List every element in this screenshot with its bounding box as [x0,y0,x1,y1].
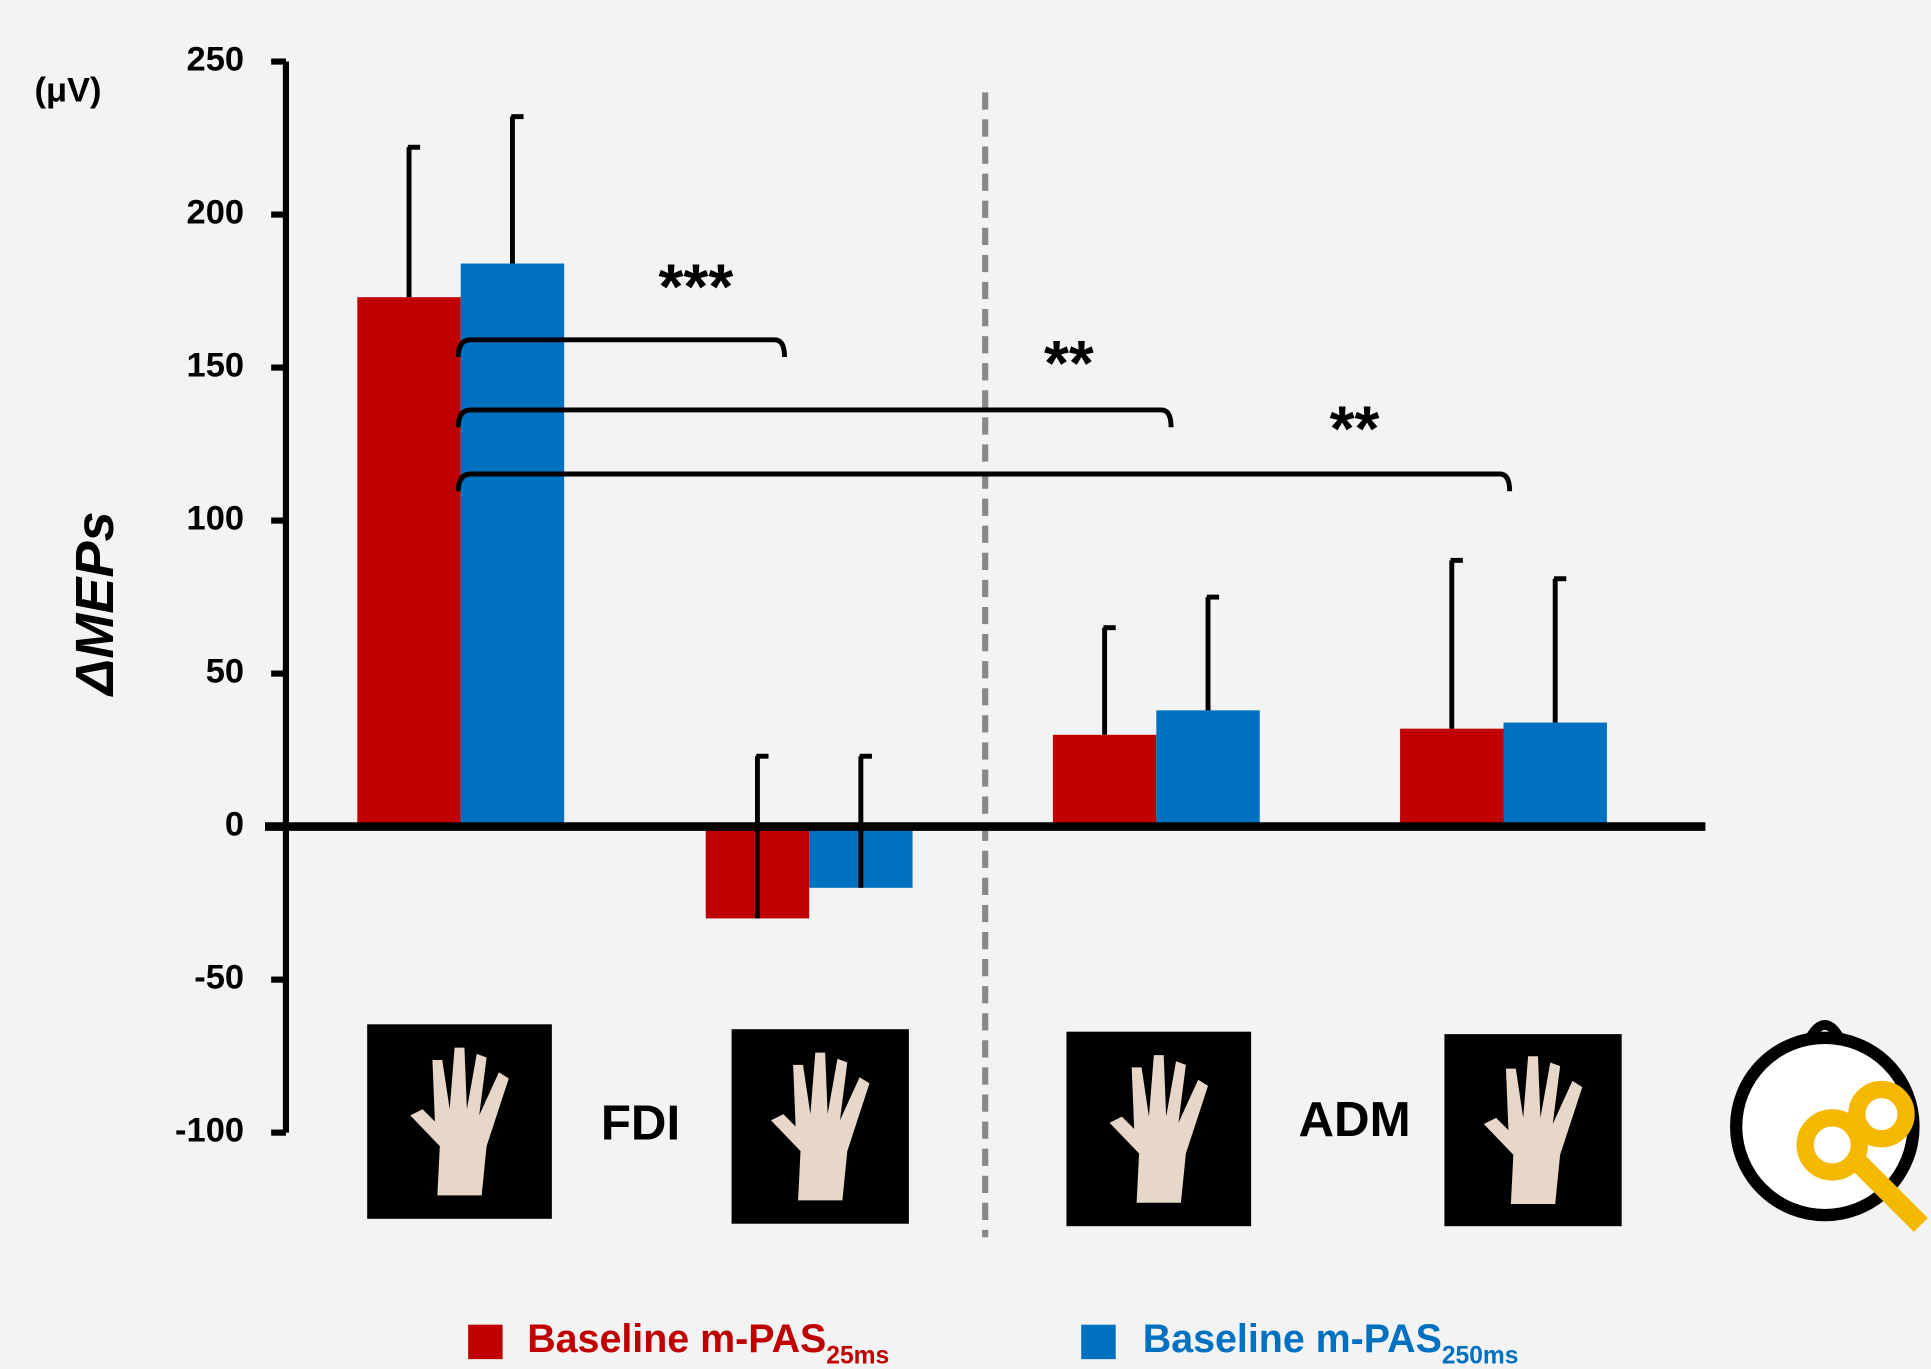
group-label: ADM [1298,1092,1410,1147]
y-tick-label: 150 [187,347,245,385]
y-axis-title: ΔMEPs [65,511,125,697]
legend-subscript: 25ms [826,1342,889,1369]
legend-subscript: 250ms [1442,1342,1519,1369]
y-tick-label: 0 [225,806,244,844]
legend-name: Baseline m-PAS [527,1317,826,1361]
legend-name: Baseline m-PAS [1143,1317,1442,1361]
bar [1053,735,1156,827]
background [0,0,1930,1369]
y-tick-label: 200 [187,194,245,232]
significance-label: ** [1044,327,1094,399]
bar [1503,723,1606,827]
legend-swatch [468,1325,502,1359]
bar [1156,710,1259,826]
significance-label: ** [1330,392,1380,464]
significance-label: *** [659,251,734,323]
y-tick-label: 100 [187,500,245,538]
bar [357,297,460,826]
group-label: FDI [601,1095,680,1150]
y-tick-label: 50 [206,653,244,691]
bar [461,264,564,827]
bar [1400,729,1503,827]
chart: (μV) ΔMEPs -100 -50 0 50 100 150 200 250 FDI ADM *… [0,0,1931,1369]
y-tick-label: 250 [187,41,245,79]
legend-swatch [1081,1325,1115,1359]
y-tick-label: -50 [194,959,244,997]
y-tick-label: -100 [175,1112,244,1150]
y-unit: (μV) [34,71,101,109]
